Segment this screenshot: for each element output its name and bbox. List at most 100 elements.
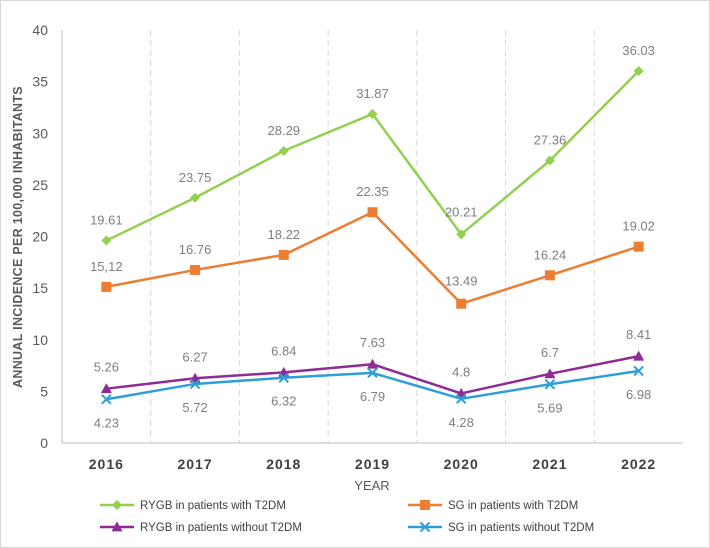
data-label-layer: 19.61 23.75 28.29 31.87 20.21 27.36 36.03 15,12…: [90, 43, 655, 430]
data-label: 6.7: [541, 345, 559, 360]
data-point-square: [101, 281, 112, 292]
y-tick-label: 0: [40, 435, 48, 451]
x-tick-label: 2021: [532, 456, 567, 472]
data-point-diamond: [633, 65, 644, 76]
data-label: 5.69: [537, 400, 562, 415]
data-point-x: [189, 378, 201, 390]
axis-layer: 0 5 10 15 20 25 30 35 40 2016 2017 2018 2019 2020 2021…: [32, 22, 683, 472]
data-point-square: [544, 270, 555, 281]
data-label: 18.22: [268, 227, 301, 242]
data-point-x: [544, 379, 556, 390]
data-label: 6.27: [182, 349, 207, 364]
data-point-diamond: [101, 235, 112, 246]
x-marker-stroke: [544, 379, 556, 390]
x-marker-stroke: [633, 365, 644, 377]
data-point-diamond: [190, 192, 201, 203]
data-label: 31.87: [356, 86, 389, 101]
data-point-square: [367, 207, 378, 218]
data-point-square: [456, 298, 467, 309]
data-label: 22.35: [356, 184, 389, 199]
data-point-diamond: [278, 145, 289, 156]
x-marker-stroke: [189, 378, 201, 390]
x-marker-stroke: [419, 521, 431, 533]
data-label: 19.61: [90, 213, 123, 228]
series-layer: [100, 65, 645, 405]
data-label: 36.03: [622, 43, 655, 58]
legend-item: SG in patients with T2DM: [408, 500, 578, 512]
data-point-square: [633, 241, 644, 252]
data-label: 20.21: [445, 204, 478, 219]
x-tick-label: 2020: [444, 456, 479, 472]
legend-label: SG in patients without T2DM: [448, 522, 594, 534]
y-tick-label: 30: [32, 125, 48, 141]
data-point-x: [278, 372, 289, 383]
data-point-square: [420, 500, 430, 510]
data-label: 4.23: [94, 415, 119, 430]
legend-label: SG in patients with T2DM: [448, 500, 578, 512]
y-axis-title: ANNUAL INCIDENCE PER 100,000 INHABITANTS: [11, 86, 25, 388]
legend-label: RYGB in patients without T2DM: [140, 522, 302, 534]
data-point-triangle: [367, 358, 378, 369]
y-tick-label: 35: [32, 74, 48, 90]
legend-item: SG in patients without T2DM: [408, 521, 594, 534]
y-tick-label: 40: [32, 22, 48, 38]
data-label: 6.79: [360, 389, 385, 404]
data-point-triangle: [544, 368, 556, 379]
series-3: [101, 365, 644, 405]
data-point-square: [190, 264, 201, 275]
data-label: 15,12: [90, 259, 123, 274]
data-label: 4.28: [449, 415, 474, 430]
data-point-diamond: [544, 155, 555, 166]
x-marker-stroke: [278, 372, 289, 383]
data-label: 27.36: [534, 133, 567, 148]
data-label: 5.26: [94, 360, 119, 375]
data-point-diamond: [367, 108, 378, 119]
series-1: [101, 207, 644, 309]
x-tick-label: 2019: [355, 456, 390, 472]
data-label: 19.02: [622, 219, 655, 234]
data-label: 5.72: [182, 400, 207, 415]
x-marker-stroke: [101, 394, 112, 405]
data-label: 7.63: [360, 335, 385, 350]
data-label: 4.8: [452, 364, 470, 379]
data-point-diamond: [456, 229, 467, 240]
data-label: 6.32: [271, 394, 296, 409]
x-axis-title: YEAR: [354, 478, 389, 493]
legend-label: RYGB in patients with T2DM: [140, 500, 286, 512]
x-tick-label: 2022: [621, 456, 656, 472]
series-0: [101, 65, 644, 246]
x-marker-stroke: [456, 393, 467, 405]
data-point-x: [419, 521, 431, 533]
legend-item: RYGB in patients without T2DM: [100, 521, 302, 534]
data-point-diamond: [112, 500, 122, 510]
data-point-x: [367, 367, 378, 379]
data-point-square: [278, 249, 289, 260]
legend-item: RYGB in patients with T2DM: [100, 500, 286, 512]
data-point-x: [456, 393, 467, 405]
data-label: 16.24: [534, 247, 567, 262]
data-label: 13.49: [445, 274, 478, 289]
data-label: 8.41: [626, 327, 651, 342]
y-tick-label: 10: [32, 332, 48, 348]
data-label: 6.98: [626, 387, 651, 402]
data-label: 6.84: [271, 343, 296, 358]
data-label: 28.29: [268, 123, 301, 138]
data-label: 23.75: [179, 170, 212, 185]
y-tick-label: 15: [32, 280, 48, 296]
data-point-triangle: [111, 521, 123, 532]
x-tick-label: 2017: [177, 456, 212, 472]
y-tick-label: 5: [40, 383, 48, 399]
legend: RYGB in patients with T2DM SG in patients…: [100, 500, 594, 534]
data-point-triangle: [633, 350, 645, 361]
y-tick-label: 25: [32, 177, 48, 193]
x-tick-label: 2016: [89, 456, 124, 472]
data-point-x: [101, 394, 112, 405]
data-point-triangle: [100, 383, 112, 394]
x-tick-label: 2018: [266, 456, 301, 472]
data-point-x: [633, 365, 644, 377]
x-marker-stroke: [367, 367, 378, 379]
data-label: 16.76: [179, 242, 212, 257]
y-tick-label: 20: [32, 229, 48, 245]
